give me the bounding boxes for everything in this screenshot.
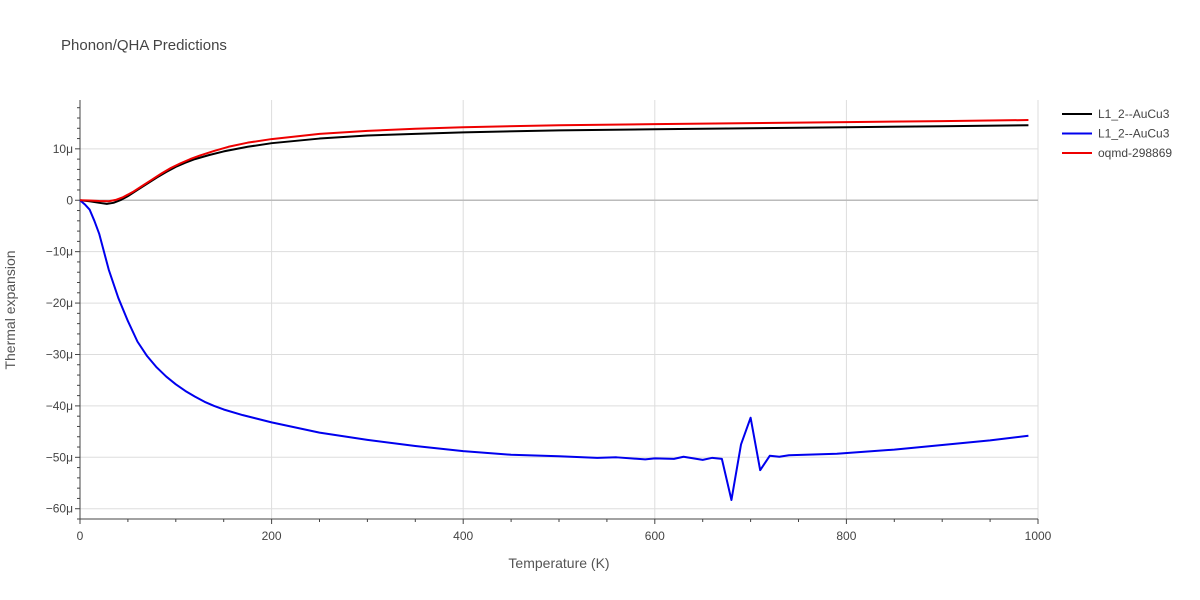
legend-label: L1_2--AuCu3 — [1098, 107, 1170, 121]
legend[interactable]: L1_2--AuCu3 L1_2--AuCu3 oqmd-298869 — [1062, 107, 1172, 160]
y-axis-title: Thermal expansion — [2, 250, 18, 369]
y-tick-label: 10μ — [53, 142, 73, 156]
y-tick-label: −10μ — [46, 245, 73, 259]
x-tick-label: 600 — [645, 529, 665, 543]
y-tick-label: −30μ — [46, 347, 73, 361]
x-tick-label: 400 — [453, 529, 473, 543]
legend-label: L1_2--AuCu3 — [1098, 127, 1170, 141]
y-tick-label: −60μ — [46, 502, 73, 516]
series-line-2 — [79, 199, 1029, 501]
plot-area — [79, 119, 1029, 501]
legend-label: oqmd-298869 — [1098, 146, 1172, 160]
y-tick-label: −40μ — [46, 399, 73, 413]
legend-item-3[interactable]: oqmd-298869 — [1062, 146, 1172, 160]
y-tick-label: 0 — [66, 193, 73, 207]
y-tick-label: −50μ — [46, 450, 73, 464]
legend-item-2[interactable]: L1_2--AuCu3 — [1062, 127, 1170, 141]
y-tick-label: −20μ — [46, 296, 73, 310]
x-axis-title: Temperature (K) — [508, 555, 609, 571]
x-tick-label: 800 — [836, 529, 856, 543]
chart-title: Phonon/QHA Predictions — [61, 37, 227, 54]
series-line-3 — [79, 119, 1029, 203]
x-tick-label: 1000 — [1025, 529, 1052, 543]
series-line-1 — [79, 124, 1029, 205]
axes-layer: 0 200 400 600 800 1000 10μ 0 −10μ −20μ −30μ −40μ −50… — [46, 100, 1052, 543]
x-tick-label: 200 — [262, 529, 282, 543]
legend-item-1[interactable]: L1_2--AuCu3 — [1062, 107, 1170, 121]
x-tick-label: 0 — [77, 529, 84, 543]
